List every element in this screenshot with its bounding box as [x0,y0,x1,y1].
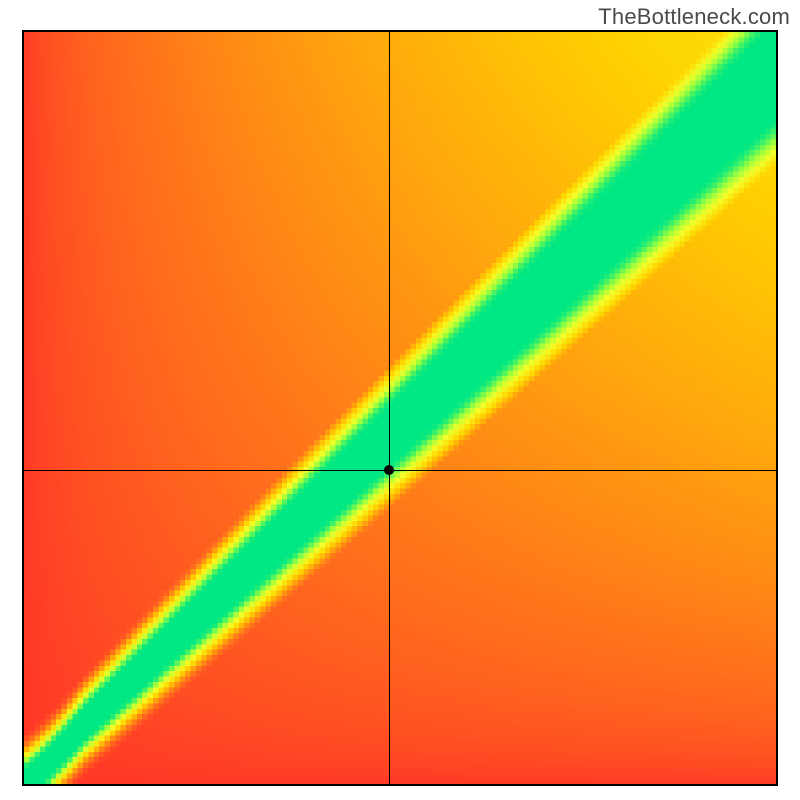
watermark-text: TheBottleneck.com [598,4,790,30]
bottleneck-heatmap [24,32,776,784]
plot-frame [22,30,778,786]
crosshair-vertical [389,32,390,784]
figure-container: TheBottleneck.com [0,0,800,800]
marker-point [384,465,394,475]
crosshair-horizontal [24,470,776,471]
